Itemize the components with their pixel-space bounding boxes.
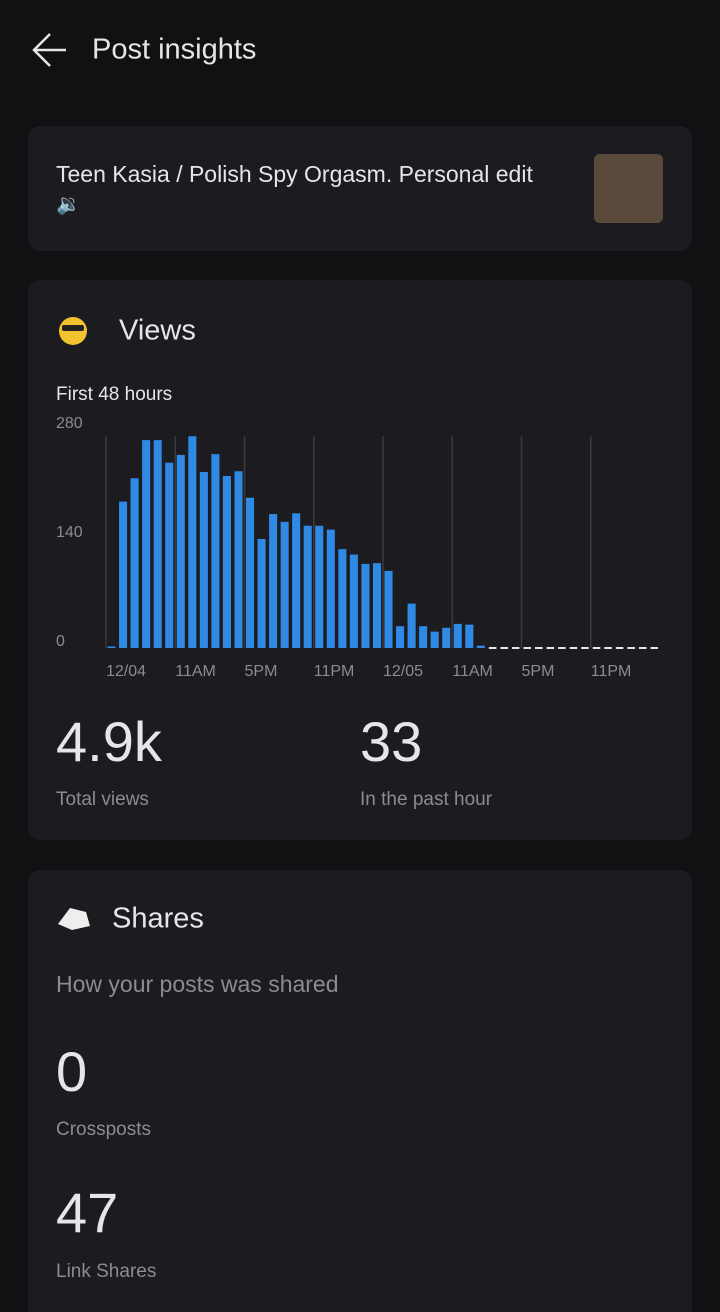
total-views-label: Total views — [56, 789, 149, 810]
views-icon-glasses — [62, 325, 84, 331]
bar — [326, 529, 335, 648]
past-hour-value: 33 — [360, 710, 422, 773]
total-views-value: 4.9k — [56, 710, 163, 773]
x-tick-label: 11AM — [175, 663, 216, 680]
shares-icon — [58, 908, 90, 930]
x-tick-label: 5PM — [245, 663, 278, 680]
bar — [407, 603, 416, 648]
bar — [165, 462, 174, 648]
bar — [130, 478, 139, 648]
shares-heading: Shares — [112, 903, 204, 935]
bar — [153, 440, 162, 648]
x-tick-label: 12/05 — [383, 663, 423, 680]
x-tick-label: 11PM — [591, 663, 632, 680]
x-tick-label: 12/04 — [106, 663, 146, 680]
past-hour-label: In the past hour — [360, 789, 493, 810]
crossposts-label: Crossposts — [56, 1119, 151, 1140]
page-title: Post insights — [92, 34, 256, 66]
x-tick-label: 5PM — [522, 663, 555, 680]
bar — [384, 570, 393, 648]
bar — [465, 624, 474, 648]
link-shares-label: Link Shares — [56, 1261, 156, 1282]
bar — [234, 471, 243, 648]
bar — [142, 440, 151, 648]
post-title: Teen Kasia / Polish Spy Orgasm. Personal… — [56, 161, 533, 187]
bar — [107, 646, 116, 648]
bar — [188, 436, 197, 648]
bar — [280, 521, 289, 648]
crossposts-value: 0 — [56, 1040, 87, 1103]
bar — [419, 626, 428, 648]
bar — [338, 549, 347, 648]
bar — [292, 513, 301, 648]
post-thumbnail[interactable] — [594, 154, 663, 223]
views-card — [28, 280, 692, 840]
y-tick-label: 140 — [56, 524, 83, 541]
bar — [315, 525, 324, 648]
bar — [246, 497, 255, 648]
shares-card — [28, 870, 692, 1312]
bar — [119, 501, 128, 648]
bar — [211, 454, 220, 648]
bar — [257, 539, 266, 648]
bar — [303, 525, 312, 648]
shares-subtitle: How your posts was shared — [56, 971, 339, 997]
views-heading: Views — [119, 315, 196, 347]
x-tick-label: 11PM — [314, 663, 355, 680]
bar — [430, 631, 439, 648]
link-shares-value: 47 — [56, 1181, 118, 1244]
y-tick-label: 280 — [56, 415, 83, 432]
bar — [361, 563, 370, 648]
chart-subtitle: First 48 hours — [56, 384, 172, 405]
post-icon: 🔉 — [56, 193, 81, 215]
bar — [476, 645, 485, 648]
back-button[interactable] — [32, 33, 66, 67]
post-card[interactable] — [28, 126, 692, 251]
back-arrow[interactable] — [32, 33, 66, 67]
y-tick-label: 0 — [56, 633, 65, 650]
bar — [269, 514, 278, 648]
x-tick-label: 11AM — [452, 663, 493, 680]
bar — [453, 623, 462, 648]
bar — [199, 472, 208, 648]
bar — [176, 454, 185, 648]
bar — [349, 554, 358, 648]
bar — [372, 563, 381, 648]
chart: 0 140 280 12/04 11AM 5PM 11PM 12/05 11AM 5PM 11PM — [56, 415, 658, 680]
bar — [396, 626, 405, 648]
bar — [442, 627, 451, 648]
bar — [222, 475, 231, 648]
